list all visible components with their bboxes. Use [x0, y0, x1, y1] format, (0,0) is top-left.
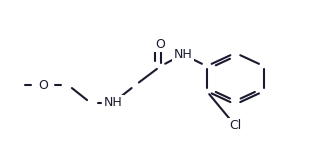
Text: O: O: [38, 79, 48, 92]
Text: O: O: [156, 38, 166, 51]
Text: NH: NH: [174, 48, 192, 61]
Text: Cl: Cl: [229, 119, 241, 132]
Text: NH: NH: [104, 96, 122, 109]
